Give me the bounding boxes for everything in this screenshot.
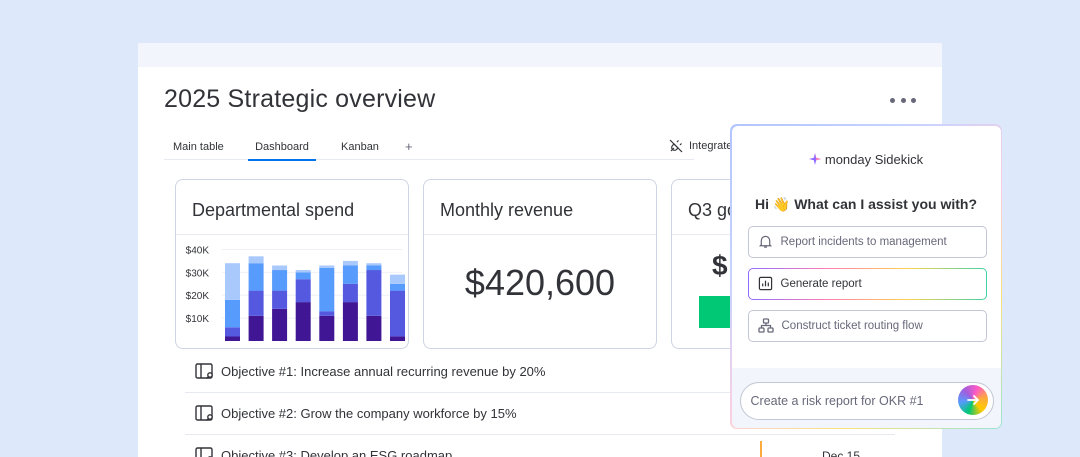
widget-divider xyxy=(424,234,656,235)
chart-bar-segment[interactable] xyxy=(390,283,405,291)
chart-bar-segment[interactable] xyxy=(342,265,358,284)
y-tick-label: $30K xyxy=(186,268,210,279)
suggestion-label: Report incidents to management xyxy=(780,235,947,248)
objective-row[interactable]: Objective #1: Increase annual recurring … xyxy=(185,351,895,393)
chart-bar-segment[interactable] xyxy=(295,270,311,273)
chart-bar-segment[interactable] xyxy=(225,327,240,337)
flow-icon xyxy=(757,318,774,333)
arrow-right-icon xyxy=(966,394,979,405)
objective-row[interactable]: Objective #2: Grow the company workforce… xyxy=(185,393,895,435)
monthly-revenue-widget[interactable]: Monthly revenue $420,600 xyxy=(423,179,657,349)
board-topbar xyxy=(138,43,942,67)
chart-bar-segment[interactable] xyxy=(342,260,358,266)
sidekick-sparkle-icon xyxy=(808,153,821,165)
objective-item-icon xyxy=(195,405,213,421)
suggestion-label: Generate report xyxy=(780,277,862,290)
chart-bar-segment[interactable] xyxy=(248,263,264,291)
suggestion-report-incidents[interactable]: Report incidents to management xyxy=(747,225,987,258)
sidekick-header: monday Sidekick xyxy=(732,152,1001,167)
page-title: 2025 Strategic overview xyxy=(164,85,436,113)
chart-bar-segment[interactable] xyxy=(319,311,335,316)
chart-bar-segment[interactable] xyxy=(295,279,311,303)
widget-title: Q3 go xyxy=(688,200,738,220)
chart-bar-segment[interactable] xyxy=(272,270,288,291)
chart-bar-segment[interactable] xyxy=(272,290,288,309)
tab-main-table[interactable]: Main table xyxy=(173,141,224,153)
chart-bar-segment[interactable] xyxy=(390,274,405,284)
suggestion-ticket-routing[interactable]: Construct ticket routing flow xyxy=(747,309,987,342)
tab-dashboard[interactable]: Dashboard xyxy=(248,141,316,161)
chart-bar-segment[interactable] xyxy=(272,265,288,271)
objective-text: Objective #3: Develop an ESG roadmap xyxy=(221,448,453,457)
chart-bar-segment[interactable] xyxy=(342,302,358,341)
chart-bar-segment[interactable] xyxy=(248,290,264,316)
objectives-list: Objective #1: Increase annual recurring … xyxy=(185,351,895,457)
tabs-divider xyxy=(164,159,694,160)
q3-value: $ xyxy=(712,250,728,281)
more-options-icon[interactable] xyxy=(890,93,916,107)
sidekick-brand: monday Sidekick xyxy=(824,151,924,167)
suggestion-label: Construct ticket routing flow xyxy=(781,319,923,332)
sidekick-prompt-input[interactable] xyxy=(739,381,994,420)
view-tabs: Main table Dashboard Kanban + Integrate xyxy=(164,137,944,161)
sidekick-greeting: Hi 👋 What can I assist you with? xyxy=(754,195,978,212)
add-view-button[interactable]: + xyxy=(405,139,413,154)
chart-bar-segment[interactable] xyxy=(366,265,382,271)
chart-bar-segment[interactable] xyxy=(225,299,240,328)
objective-text: Objective #1: Increase annual recurring … xyxy=(221,364,546,379)
report-chart-icon xyxy=(758,276,772,291)
integrate-button[interactable]: Integrate xyxy=(669,139,732,153)
chart-bar-segment[interactable] xyxy=(366,315,382,341)
chart-bar-segment[interactable] xyxy=(295,302,311,341)
chart-bar-segment[interactable] xyxy=(225,336,240,341)
widget-title: Monthly revenue xyxy=(440,200,574,220)
chart-bar-segment[interactable] xyxy=(248,315,264,341)
departmental-spend-chart: $40K $30K $20K $10K xyxy=(186,245,405,341)
status-indicator xyxy=(760,441,762,457)
bell-icon xyxy=(758,235,772,248)
chart-bar-segment[interactable] xyxy=(366,263,382,266)
chart-bar-segment[interactable] xyxy=(342,283,358,303)
integrate-label: Integrate xyxy=(689,140,733,152)
widget-title: Departmental spend xyxy=(192,200,355,220)
chart-bar-segment[interactable] xyxy=(248,256,264,264)
chart-bar-segment[interactable] xyxy=(390,336,405,341)
sidekick-footer xyxy=(731,367,1001,428)
tab-kanban[interactable]: Kanban xyxy=(341,141,379,153)
chart-bar-segment[interactable] xyxy=(390,290,405,337)
chart-bar-segment[interactable] xyxy=(319,315,335,341)
chart-bar-segment[interactable] xyxy=(366,270,382,316)
objective-item-icon xyxy=(195,447,213,457)
integrate-plug-icon xyxy=(669,139,683,153)
chart-bar-segment[interactable] xyxy=(272,309,288,341)
sidekick-panel: monday Sidekick Hi 👋 What can I assist y… xyxy=(730,124,1002,429)
chart-bar-segment[interactable] xyxy=(319,265,335,268)
objective-item-icon xyxy=(195,363,213,379)
widget-divider xyxy=(176,234,408,235)
objective-text: Objective #2: Grow the company workforce… xyxy=(221,406,517,421)
chart-bar-segment[interactable] xyxy=(295,272,311,280)
suggestion-generate-report[interactable]: Generate report xyxy=(748,268,987,300)
y-tick-label: $40K xyxy=(186,245,210,256)
objective-row[interactable]: Objective #3: Develop an ESG roadmap Dec… xyxy=(185,435,895,457)
send-button[interactable] xyxy=(957,384,988,415)
departmental-spend-widget[interactable]: Departmental spend $40K $30K $20K $10K xyxy=(175,179,409,349)
chart-bar-segment[interactable] xyxy=(319,267,335,312)
y-tick-label: $20K xyxy=(186,291,210,302)
y-tick-label: $10K xyxy=(186,314,210,325)
objective-date: Dec 15 xyxy=(822,449,861,457)
revenue-value: $420,600 xyxy=(464,262,616,303)
chart-bar-segment[interactable] xyxy=(225,263,240,300)
